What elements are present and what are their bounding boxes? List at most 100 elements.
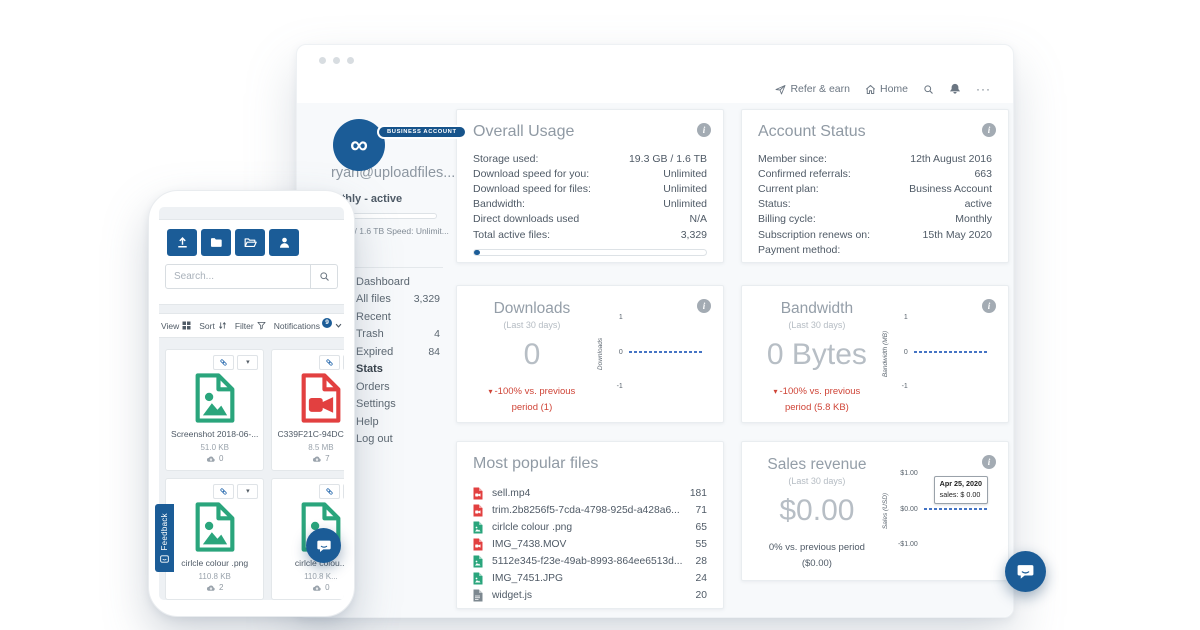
search-icon <box>923 84 934 95</box>
copy-link-button[interactable] <box>319 484 341 499</box>
file-card[interactable]: ▾ Screenshot 2018-06-... 51.0 KB 0 <box>165 349 265 471</box>
usage-row: Total active files: 3,329 <box>473 228 707 241</box>
link-icon <box>325 487 334 496</box>
usage-row: Direct downloads used N/A <box>473 213 707 226</box>
y-axis-ticks: 1 0 -1 <box>616 314 623 390</box>
chart-line <box>923 508 988 510</box>
cloud-download-icon <box>312 584 322 592</box>
chart-line <box>628 351 703 353</box>
chat-bubble-icon <box>316 538 332 554</box>
card-subtitle: (Last 30 days) <box>788 476 846 486</box>
link-icon <box>325 358 334 367</box>
card-title: Account Status <box>758 123 866 140</box>
popular-file-row[interactable]: widget.js 20 <box>473 587 707 604</box>
popular-file-row[interactable]: IMG_7438.MOV 55 <box>473 536 707 553</box>
feedback-tab[interactable]: Feedback <box>155 504 174 572</box>
search-input[interactable]: Search... <box>165 264 338 289</box>
popular-file-row[interactable]: cirlcle colour .png 65 <box>473 519 707 536</box>
chevron-down-icon <box>335 322 342 329</box>
sidebar-item-expired[interactable]: Expired 84 <box>356 345 440 358</box>
header-search-button[interactable] <box>923 84 934 95</box>
card-subtitle: (Last 30 days) <box>503 320 561 330</box>
info-icon[interactable]: i <box>697 123 711 137</box>
popular-file-row[interactable]: IMG_7451.JPG 24 <box>473 570 707 587</box>
chart-tooltip: Apr 25, 2020 sales: $ 0.00 <box>933 476 988 504</box>
home-link[interactable]: Home <box>865 83 908 95</box>
caret-down-icon: ▾ <box>246 359 250 366</box>
status-row: Member since: 12th August 2016 <box>758 152 992 165</box>
file-card[interactable]: ▾ C339F21C-94DC-4A... 8.5 MB 7 <box>271 349 344 471</box>
feedback-smile-icon <box>160 555 169 563</box>
filter-toggle[interactable]: Filter <box>235 321 266 331</box>
sidebar-item-help[interactable]: Help <box>356 415 379 428</box>
notifications-toggle[interactable]: Notifications 9 <box>274 317 342 331</box>
usage-row: Bandwidth: Unlimited <box>473 198 707 211</box>
cloud-download-icon <box>206 584 216 592</box>
status-row: Subscription renews on: 15th May 2020 <box>758 228 992 241</box>
refer-earn-link[interactable]: Refer & earn <box>775 83 850 95</box>
image-file-icon <box>473 572 483 585</box>
downloads-card: i Downloads (Last 30 days) 0 ▾ -100% vs. … <box>456 285 724 423</box>
bandwidth-change: ▾ -100% vs. previous period (5.8 KB) <box>773 386 861 414</box>
downloads-chart: Downloads 1 0 -1 <box>595 296 711 412</box>
downloads-value: 0 <box>523 338 541 371</box>
header-notifications-button[interactable] <box>949 83 961 95</box>
window-titlebar <box>297 45 1013 75</box>
new-folder-button[interactable] <box>201 229 231 256</box>
sidebar-item-stats[interactable]: Stats <box>356 363 383 376</box>
card-title: Downloads <box>493 300 571 317</box>
info-icon[interactable]: i <box>982 455 996 469</box>
home-icon <box>865 84 876 95</box>
copy-link-button[interactable] <box>319 355 341 370</box>
popular-file-row[interactable]: trim.2b8256f5-7cda-4798-925d-a428a6... 7… <box>473 502 707 519</box>
phone-toolbar: View Sort Filter Notifications 9 <box>159 313 344 338</box>
chart-line <box>913 351 988 353</box>
file-menu-button[interactable]: ▾ <box>343 484 344 499</box>
image-file-icon <box>193 372 237 424</box>
video-file-icon <box>473 538 483 551</box>
bandwidth-card: i Bandwidth (Last 30 days) 0 Bytes ▾ -100… <box>741 285 1009 423</box>
search-submit-button[interactable] <box>310 265 337 288</box>
search-icon <box>319 271 330 282</box>
sidebar-item-logout[interactable]: Log out <box>356 433 393 446</box>
sales-change: 0% vs. previous period ($0.00) <box>768 542 865 570</box>
usage-row: Storage used: 19.3 GB / 1.6 TB <box>473 152 707 165</box>
profile-usage-note: 19.3 GB / 1.6 TB Speed: Unlimit... <box>321 226 449 236</box>
account-type-badge: BUSINESS ACCOUNT <box>377 125 467 139</box>
window-control-dot[interactable] <box>333 57 340 64</box>
sidebar-item-orders[interactable]: Orders <box>356 380 390 393</box>
info-icon[interactable]: i <box>697 299 711 313</box>
sales-revenue-card: i Sales revenue (Last 30 days) $0.00 0% … <box>741 441 1009 581</box>
header-more-button[interactable]: ··· <box>976 82 991 96</box>
window-control-dot[interactable] <box>347 57 354 64</box>
funnel-icon <box>257 321 266 330</box>
code-file-icon <box>473 589 483 602</box>
open-folder-button[interactable] <box>235 229 265 256</box>
file-menu-button[interactable]: ▾ <box>237 355 259 370</box>
info-icon[interactable]: i <box>982 123 996 137</box>
copy-link-button[interactable] <box>213 355 235 370</box>
card-title: Bandwidth <box>780 300 854 317</box>
window-control-dot[interactable] <box>319 57 326 64</box>
sidebar-item-dashboard[interactable]: Dashboard <box>356 275 410 288</box>
popular-file-row[interactable]: sell.mp4 181 <box>473 485 707 502</box>
copy-link-button[interactable] <box>213 484 235 499</box>
account-button[interactable] <box>269 229 299 256</box>
view-toggle[interactable]: View <box>161 321 191 331</box>
chat-widget-button[interactable] <box>1005 551 1046 592</box>
info-icon[interactable]: i <box>982 299 996 313</box>
notifications-badge: 9 <box>322 317 333 328</box>
sidebar-item-all-files[interactable]: All files 3,329 <box>356 293 440 306</box>
file-card[interactable]: ▾ cirlcle colour .png 110.8 KB 2 <box>165 478 265 600</box>
bandwidth-chart: Bandwidth (MB) 1 0 -1 <box>880 296 996 412</box>
sidebar-item-settings[interactable]: Settings <box>356 398 396 411</box>
chat-widget-button[interactable] <box>306 528 341 563</box>
file-menu-button[interactable]: ▾ <box>237 484 259 499</box>
sidebar-item-trash[interactable]: Trash 4 <box>356 328 440 341</box>
upload-button[interactable] <box>167 229 197 256</box>
cloud-download-icon <box>206 455 216 463</box>
sidebar-item-recent[interactable]: Recent <box>356 310 391 323</box>
file-menu-button[interactable]: ▾ <box>343 355 344 370</box>
sort-toggle[interactable]: Sort <box>199 321 227 331</box>
popular-file-row[interactable]: 5112e345-f23e-49ab-8993-864ee6513d... 28 <box>473 553 707 570</box>
